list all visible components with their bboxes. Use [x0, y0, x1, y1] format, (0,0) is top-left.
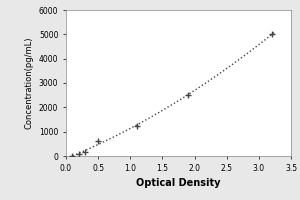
X-axis label: Optical Density: Optical Density — [136, 178, 221, 188]
Y-axis label: Concentration(pg/mL): Concentration(pg/mL) — [24, 37, 33, 129]
